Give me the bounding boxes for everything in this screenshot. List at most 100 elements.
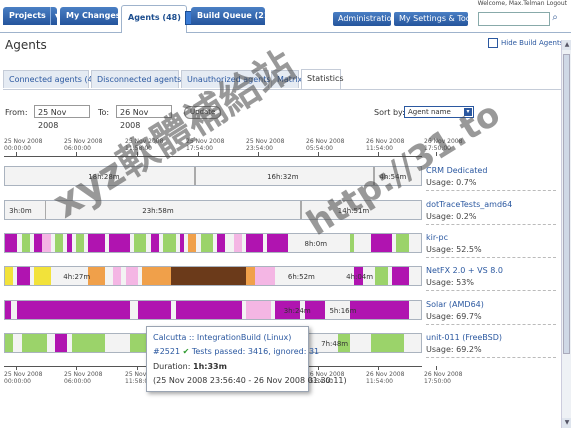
tab-build-queue-label: Build Queue (21) xyxy=(197,11,274,20)
chevron-down-icon: ▾ xyxy=(464,108,472,116)
build-segment[interactable] xyxy=(396,234,409,252)
axis-line xyxy=(4,156,422,157)
axis-tick xyxy=(378,366,379,370)
build-segment[interactable] xyxy=(88,234,105,252)
tab-projects-label: Projects xyxy=(9,11,46,20)
administration-button[interactable]: Administration xyxy=(333,12,397,26)
build-segment[interactable] xyxy=(350,301,409,319)
tab-agents[interactable]: Agents (48) xyxy=(121,5,195,33)
build-segment[interactable] xyxy=(188,234,197,252)
axis-tick-label: 25 Nov 2008 11:58:00 xyxy=(125,138,164,152)
build-segment[interactable] xyxy=(113,267,122,285)
agent-name-link[interactable]: NetFX 2.0 + VS 8.0 xyxy=(426,266,503,275)
build-segment[interactable] xyxy=(304,301,326,319)
tab-statistics[interactable]: Statistics xyxy=(301,69,344,89)
idle-duration-label: 7h:48m xyxy=(321,340,349,348)
sort-select[interactable]: Agent name ▾ xyxy=(404,106,474,118)
build-segment[interactable] xyxy=(71,334,105,352)
tooltip-tests[interactable]: Tests passed: 3416, ignored: 31 xyxy=(191,347,320,356)
build-segment[interactable] xyxy=(371,234,392,252)
row-separator xyxy=(426,357,556,359)
build-segment[interactable] xyxy=(54,334,68,352)
build-segment[interactable] xyxy=(21,234,30,252)
build-segment[interactable] xyxy=(163,234,176,252)
build-segment[interactable] xyxy=(54,234,64,252)
build-segment[interactable] xyxy=(371,334,405,352)
tab-unauthorized-agents[interactable]: Unauthorized agents (5) xyxy=(181,70,284,88)
axis-tick xyxy=(318,152,319,156)
build-segment[interactable] xyxy=(354,267,363,285)
build-segment[interactable] xyxy=(350,234,355,252)
build-segment[interactable] xyxy=(138,301,172,319)
tooltip-build-title[interactable]: Calcutta :: IntegrationBuild (Linux) xyxy=(153,333,292,342)
build-segment[interactable] xyxy=(5,301,12,319)
agent-usage-bar[interactable]: 3h:0m 23h:58m 14h:51m xyxy=(4,200,422,220)
tab-my-changes[interactable]: My Changes xyxy=(60,7,121,25)
scroll-down-icon[interactable]: ▼ xyxy=(562,418,571,428)
agent-usage-bar[interactable]: 18h:28m 16h:32m 4h:54m xyxy=(4,166,422,186)
build-segment[interactable] xyxy=(5,267,14,285)
agent-name-link[interactable]: CRM Dedicated xyxy=(426,166,488,175)
build-segment[interactable] xyxy=(300,201,303,219)
agent-usage-bar[interactable]: 3h:24m 5h:16m xyxy=(4,300,422,320)
agent-name-link[interactable]: dotTraceTests_amd64 xyxy=(426,200,513,209)
vertical-scrollbar[interactable]: ▲ ▼ xyxy=(561,40,571,428)
build-segment[interactable] xyxy=(5,234,18,252)
my-settings-button[interactable]: My Settings & Tools xyxy=(394,12,477,26)
build-segment[interactable] xyxy=(5,334,14,352)
scrollbar-thumb[interactable] xyxy=(563,54,570,354)
build-segment[interactable] xyxy=(179,234,184,252)
build-segment[interactable] xyxy=(34,234,43,252)
agent-usage-bar[interactable]: 4h:27m 6h:52m 4h:04m xyxy=(4,266,422,286)
tab-projects[interactable]: Projects ▾ xyxy=(3,7,59,25)
build-segment[interactable] xyxy=(125,267,139,285)
build-segment[interactable] xyxy=(21,334,47,352)
tab-connected-agents[interactable]: Connected agents (48) xyxy=(3,70,101,88)
build-segment[interactable] xyxy=(391,267,409,285)
build-segment[interactable] xyxy=(129,334,147,352)
search-input[interactable] xyxy=(478,12,550,26)
build-segment[interactable] xyxy=(171,267,247,285)
hide-agents-link[interactable]: Hide Build Agents xyxy=(488,38,563,48)
build-segment[interactable] xyxy=(275,301,301,319)
search-icon[interactable]: ⌕ xyxy=(552,12,558,23)
tab-build-queue[interactable]: Build Queue (21) xyxy=(191,7,273,25)
build-segment[interactable] xyxy=(194,167,196,185)
build-segment[interactable] xyxy=(67,234,72,252)
from-date-input[interactable]: 25 Nov 2008 xyxy=(34,105,90,130)
build-segment[interactable] xyxy=(133,234,147,252)
build-segment[interactable] xyxy=(337,334,351,352)
agent-usage-bar[interactable]: 8h:0m xyxy=(4,233,422,253)
build-segment[interactable] xyxy=(373,167,375,185)
build-segment[interactable] xyxy=(75,234,85,252)
build-segment[interactable] xyxy=(217,234,226,252)
idle-duration-label: 5h:16m xyxy=(329,307,357,315)
build-segment[interactable] xyxy=(175,301,243,319)
build-segment[interactable] xyxy=(150,234,159,252)
build-segment[interactable] xyxy=(254,267,276,285)
tab-disconnected-agents[interactable]: Disconnected agents (4) xyxy=(91,70,195,88)
build-segment[interactable] xyxy=(17,301,130,319)
scroll-up-icon[interactable]: ▲ xyxy=(562,40,571,50)
agent-name-link[interactable]: kir-pc xyxy=(426,233,448,242)
update-button[interactable]: Update xyxy=(184,106,222,119)
to-date-input[interactable]: 26 Nov 2008 xyxy=(116,105,172,130)
agent-name-link[interactable]: unit-011 (FreeBSD) xyxy=(426,333,503,342)
build-segment[interactable] xyxy=(375,267,388,285)
agent-name-link[interactable]: Solar (AMD64) xyxy=(426,300,484,309)
chevron-down-icon[interactable]: ▾ xyxy=(49,7,59,25)
build-segment[interactable] xyxy=(246,234,263,252)
build-segment[interactable] xyxy=(17,267,30,285)
build-segment[interactable] xyxy=(44,201,47,219)
build-segment[interactable] xyxy=(267,234,288,252)
check-icon: ✔ xyxy=(182,347,190,356)
build-segment[interactable] xyxy=(233,234,243,252)
build-segment[interactable] xyxy=(109,234,130,252)
tooltip-build-number[interactable]: #2521 xyxy=(153,347,181,356)
build-segment[interactable] xyxy=(88,267,105,285)
build-segment[interactable] xyxy=(42,234,51,252)
build-segment[interactable] xyxy=(34,267,51,285)
build-segment[interactable] xyxy=(246,301,272,319)
tab-matrix[interactable]: Matrix xyxy=(271,70,302,88)
build-segment[interactable] xyxy=(200,234,213,252)
